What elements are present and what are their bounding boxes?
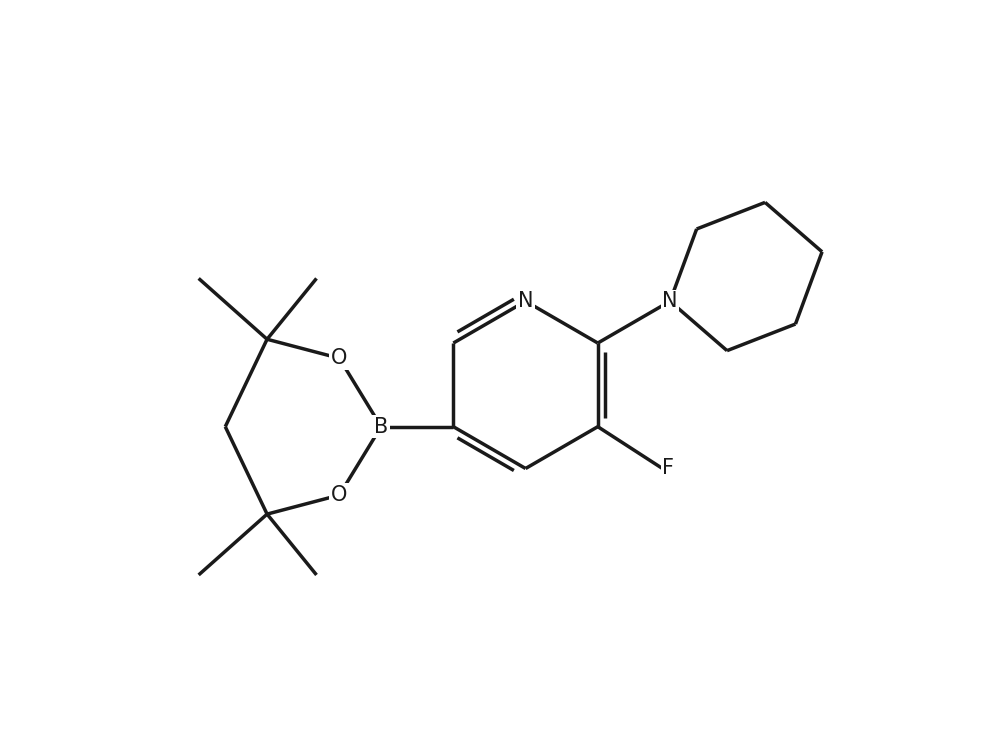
Text: N: N	[518, 291, 534, 311]
Text: B: B	[374, 417, 388, 437]
Text: N: N	[662, 291, 678, 311]
Text: O: O	[332, 485, 347, 505]
Text: F: F	[662, 458, 674, 479]
Text: O: O	[332, 348, 347, 368]
